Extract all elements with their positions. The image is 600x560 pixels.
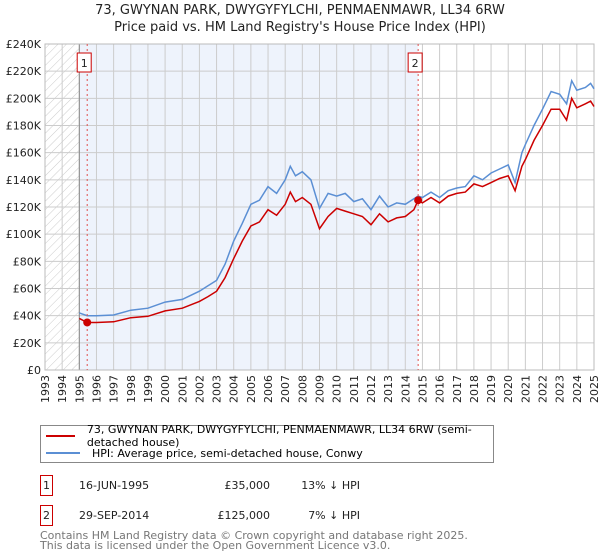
- x-tick-label: 2012: [365, 375, 378, 403]
- x-tick-label: 2007: [279, 375, 292, 403]
- legend-item-property: 73, GWYNAN PARK, DWYGYFYLCHI, PENMAENMAW…: [41, 423, 493, 449]
- x-tick-label: 2003: [211, 375, 224, 403]
- y-tick-label: £60K: [13, 283, 42, 296]
- sale-label-box: [76, 52, 92, 73]
- x-tick-label: 2010: [331, 375, 344, 403]
- x-tick-label: 2022: [537, 375, 550, 403]
- footer-licence: This data is licensed under the Open Gov…: [40, 539, 391, 552]
- x-tick-label: 2001: [176, 375, 189, 403]
- x-tick-label: 2011: [348, 375, 361, 403]
- footer-copyright: Contains HM Land Registry data © Crown c…: [40, 529, 468, 542]
- x-tick-label: 2025: [588, 375, 600, 403]
- y-tick-label: £80K: [13, 255, 42, 268]
- transaction-hpi-diff: 7% ↓ HPI: [308, 509, 360, 522]
- sale-label: 1: [81, 57, 88, 70]
- x-tick-label: 2008: [296, 375, 309, 403]
- y-tick-label: £200K: [6, 92, 42, 105]
- hpi-line: [79, 78, 595, 317]
- x-tick-label: 2023: [554, 375, 567, 403]
- x-tick-label: 1999: [142, 375, 155, 403]
- x-tick-label: 2014: [399, 375, 412, 403]
- x-tick-label: 2013: [382, 375, 395, 403]
- y-tick-label: £140K: [6, 174, 42, 187]
- footer: Contains HM Land Registry data © Crown c…: [40, 529, 468, 552]
- transaction-badge: 1: [40, 475, 53, 496]
- transaction-price: £125,000: [217, 509, 271, 522]
- x-tick-label: 1993: [39, 375, 52, 403]
- y-tick-label: £40K: [13, 310, 42, 323]
- sale-label: 2: [412, 57, 419, 70]
- x-tick-label: 2006: [262, 375, 275, 403]
- x-tick-label: 2009: [314, 375, 327, 403]
- transaction-price: £35,000: [224, 479, 271, 492]
- x-tick-label: 2016: [434, 375, 447, 403]
- y-tick-label: £220K: [6, 65, 42, 78]
- y-tick-label: £20K: [13, 337, 42, 350]
- transaction-hpi-diff: 13% ↓ HPI: [301, 479, 360, 492]
- legend-item-hpi: HPI: Average price, semi-detached house,…: [41, 445, 363, 461]
- x-tick-label: 1998: [125, 375, 138, 403]
- x-tick-label: 2019: [485, 375, 498, 403]
- transaction-date: 16-JUN-1995: [79, 479, 150, 492]
- x-tick-label: 2000: [159, 375, 172, 403]
- x-tick-label: 2004: [228, 375, 241, 403]
- legend-label-property: 73, GWYNAN PARK, DWYGYFYLCHI, PENMAENMAW…: [86, 423, 472, 449]
- chart-title: 73, GWYNAN PARK, DWYGYFYLCHI, PENMAENMAW…: [95, 3, 505, 18]
- y-tick-label: £240K: [6, 38, 42, 51]
- y-tick-label: £100K: [6, 228, 42, 241]
- legend: 73, GWYNAN PARK, DWYGYFYLCHI, PENMAENMAW…: [40, 423, 494, 463]
- sale-point: [414, 196, 423, 205]
- y-tick-label: £180K: [6, 120, 42, 133]
- property-price-line: [78, 96, 595, 324]
- x-tick-label: 2015: [416, 375, 429, 403]
- y-tick-label: £0: [27, 364, 41, 377]
- y-tick-label: £120K: [6, 201, 42, 214]
- x-tick-label: 2021: [519, 375, 532, 403]
- x-tick-label: 1995: [73, 375, 86, 403]
- x-tick-label: 1994: [56, 375, 69, 403]
- sale-label-box: [407, 52, 423, 73]
- transaction-date: 29-SEP-2014: [79, 509, 150, 522]
- x-tick-label: 2002: [193, 375, 206, 403]
- chart-subtitle: Price paid vs. HM Land Registry's House …: [114, 20, 486, 35]
- transaction-row: 2 29-SEP-2014 £125,000 7% ↓ HPI: [40, 505, 440, 527]
- legend-swatch-blue: [46, 452, 80, 454]
- sale-point: [83, 318, 92, 327]
- x-tick-label: 1997: [108, 375, 121, 403]
- x-tick-label: 2024: [571, 375, 584, 403]
- transaction-row: 1 16-JUN-1995 £35,000 13% ↓ HPI: [40, 475, 440, 497]
- y-tick-label: £160K: [6, 147, 42, 160]
- x-tick-label: 2005: [245, 375, 258, 403]
- price-chart: 1993 1994 1995 1996 1997 1998 1999 2000 2001 2002…: [6, 38, 600, 403]
- legend-swatch-red: [46, 435, 75, 437]
- transaction-badge: 2: [40, 505, 53, 526]
- legend-label-hpi: HPI: Average price, semi-detached house,…: [92, 446, 363, 460]
- plot-border: [44, 43, 595, 371]
- x-tick-label: 2017: [451, 375, 464, 403]
- x-tick-label: 2020: [502, 375, 515, 403]
- x-tick-label: 1996: [90, 375, 103, 403]
- x-tick-label: 2018: [468, 375, 481, 403]
